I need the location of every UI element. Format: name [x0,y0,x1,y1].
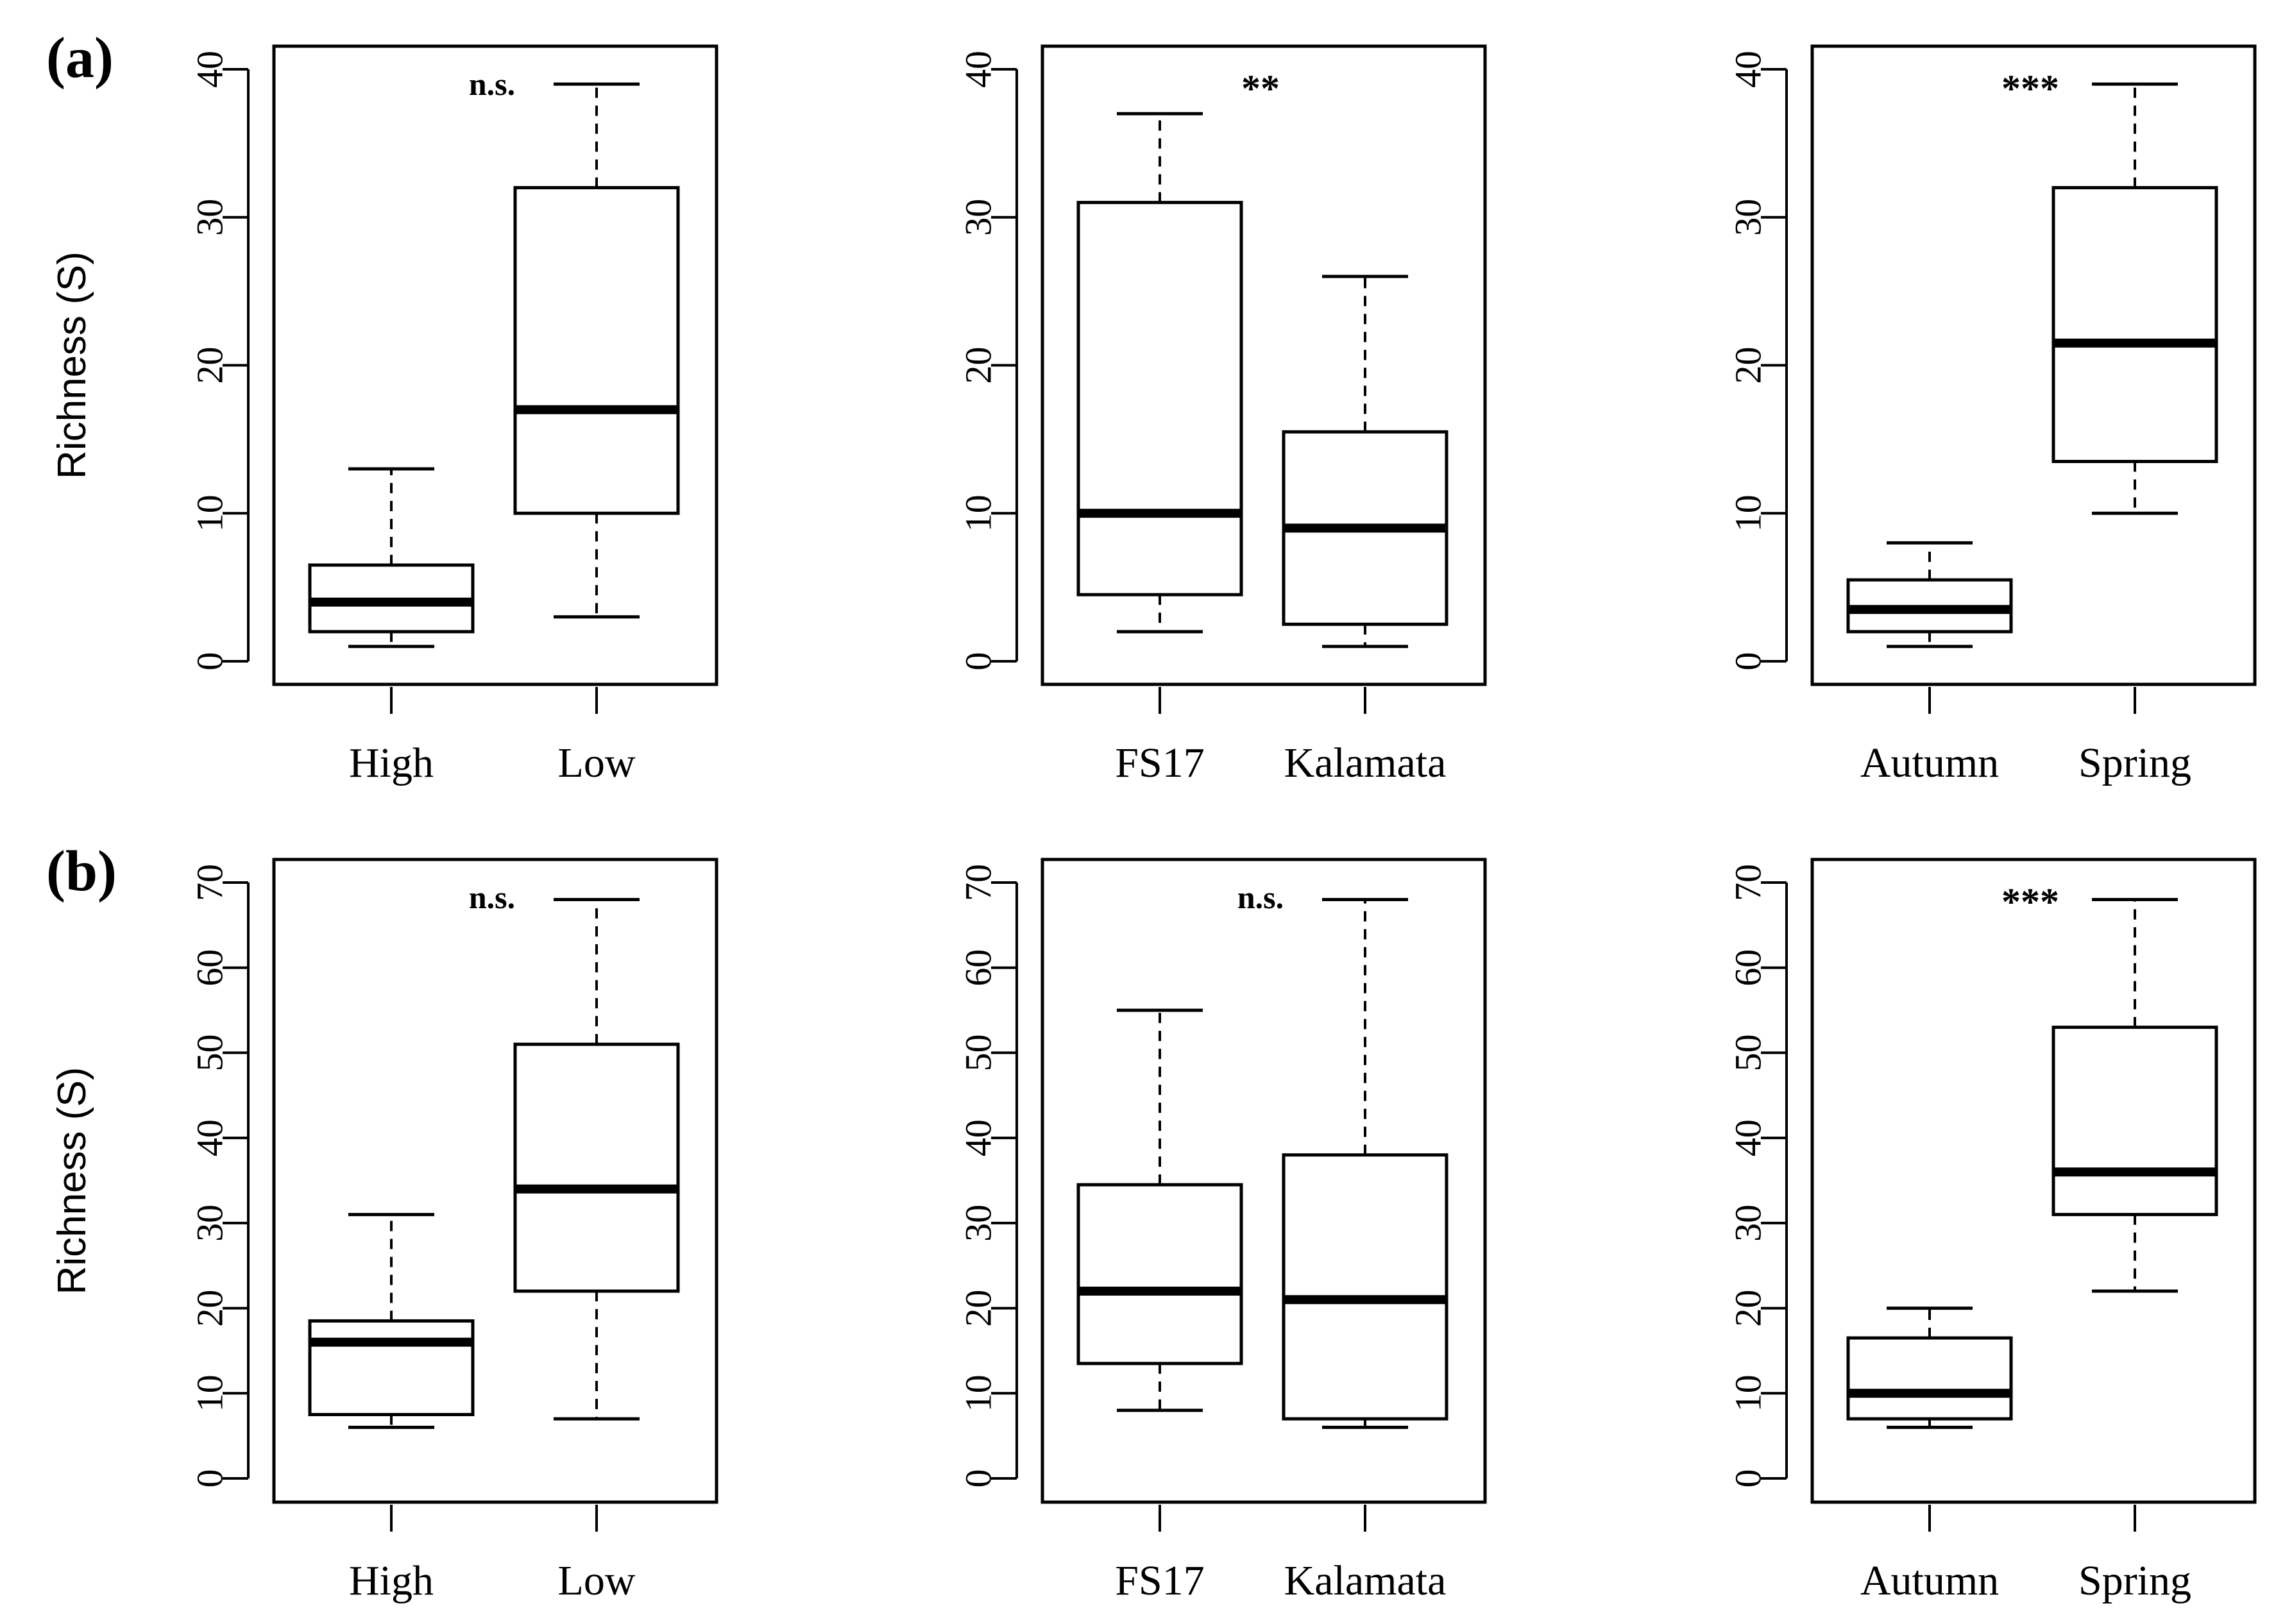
plot-frame [1810,858,2257,1504]
box-fs17 [1076,1008,1243,1412]
y-tick-label: 20 [189,1290,231,1327]
plot-frame [1040,44,1487,686]
iqr-box [2051,186,2218,463]
iqr-box [513,1042,680,1293]
significance-annotation: n.s. [469,879,515,915]
box-spring [2051,898,2218,1293]
box-kalamata [1282,275,1448,648]
y-tick-label: 20 [958,347,999,384]
y-tick-label: 40 [189,1119,231,1156]
y-tick-label: 30 [958,199,999,236]
y-tick-label: 10 [189,495,231,532]
y-tick-label: 0 [189,652,231,671]
x-tick-label: Kalamata [1284,1557,1447,1604]
panel-label: (b) [46,840,117,903]
y-tick-label: 30 [189,1205,231,1242]
x-tick-label: Autumn [1860,1557,1999,1604]
box-high [308,467,475,648]
y-tick-label: 40 [189,51,231,88]
y-tick-label: 70 [189,864,231,901]
x-tick-label: High [349,1557,434,1604]
y-tick-label: 0 [958,1469,999,1488]
y-tick-label: 60 [1728,949,1769,986]
box-spring [2051,82,2218,515]
significance-annotation: *** [2001,881,2059,923]
plot-frame [1040,858,1487,1504]
y-tick-label: 30 [1728,199,1769,236]
y-tick-label: 10 [958,1374,999,1412]
y-tick-label: 50 [1728,1034,1769,1071]
chart-panel-5: 0 10 20 30 40 50 60 70 FS17 Kalamata n.s. [958,858,1487,1604]
chart-panel-2: 0 10 20 30 40 FS17 Kalamata ** [958,44,1487,786]
x-tick-label: FS17 [1115,1557,1204,1604]
y-tick-label: 20 [189,347,231,384]
y-tick-label: 40 [958,1119,999,1156]
y-tick-label: 10 [1728,495,1769,532]
iqr-box [1846,1336,2013,1421]
box-kalamata [1282,898,1448,1429]
y-tick-label: 60 [189,949,231,986]
y-tick-label: 20 [1728,1290,1769,1327]
chart-panel-1: 0 10 20 30 40 Richness (S) (a) High Low n.s. [46,26,718,786]
x-tick-label: Spring [2078,1557,2191,1604]
y-tick-label: 20 [1728,347,1769,384]
x-tick-label: Low [558,1557,636,1604]
y-tick-label: 50 [958,1034,999,1071]
x-tick-label: Low [558,740,636,786]
box-low [513,82,680,619]
significance-annotation: n.s. [1237,879,1284,915]
panel-label: (a) [46,26,114,90]
y-tick-label: 0 [1728,1469,1769,1488]
y-tick-label: 0 [1728,652,1769,671]
x-tick-label: Spring [2078,740,2191,786]
x-tick-label: Autumn [1860,740,1999,786]
box-high [308,1213,475,1429]
box-autumn [1846,541,2013,648]
iqr-box [1076,1183,1243,1366]
plot-frame [272,858,718,1504]
y-tick-label: 70 [958,864,999,901]
y-tick-label: 10 [189,1374,231,1412]
x-tick-label: Kalamata [1284,740,1447,786]
x-tick-label: High [349,740,434,786]
iqr-box [2051,1026,2218,1217]
box-autumn [1846,1307,2013,1429]
y-tick-label: 20 [958,1290,999,1327]
chart-panel-4: 0 10 20 30 40 50 60 70 Richness (S) (b) High Low n.s… [46,840,718,1604]
box-fs17 [1076,112,1243,634]
y-tick-label: 40 [958,51,999,88]
y-tick-label: 30 [1728,1205,1769,1242]
box-low [513,898,680,1421]
iqr-box [308,1319,475,1416]
chart-panel-3: 0 10 20 30 40 Autumn Spring *** [1728,44,2257,786]
plot-frame [1810,44,2257,686]
y-tick-label: 60 [958,949,999,986]
y-tick-label: 70 [1728,864,1769,901]
y-tick-label: 0 [958,652,999,671]
chart-panel-6: 0 10 20 30 40 50 60 70 Autumn Spring *** [1728,858,2257,1604]
y-axis-title: Richness (S) [50,1067,94,1295]
significance-annotation: *** [2001,67,2059,110]
y-tick-label: 10 [1728,1374,1769,1412]
significance-annotation: ** [1241,67,1280,110]
x-tick-label: FS17 [1115,740,1204,786]
y-tick-label: 50 [189,1034,231,1071]
y-tick-label: 10 [958,495,999,532]
y-tick-label: 40 [1728,1119,1769,1156]
y-tick-label: 30 [958,1205,999,1242]
iqr-box [1282,1153,1448,1421]
significance-annotation: n.s. [469,66,515,102]
y-tick-label: 40 [1728,51,1769,88]
y-axis-title: Richness (S) [50,251,94,479]
y-tick-label: 30 [189,199,231,236]
iqr-box [513,186,680,515]
plot-frame [272,44,718,686]
iqr-box [1076,201,1243,596]
y-tick-label: 0 [189,1469,231,1488]
